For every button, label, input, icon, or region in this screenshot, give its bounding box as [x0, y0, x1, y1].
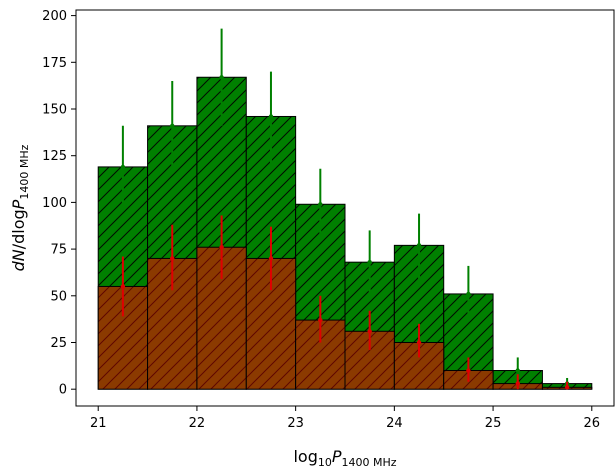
y-tick-label: 75	[50, 243, 67, 258]
y-axis-label-var-sub: 1400 MHz	[18, 144, 31, 199]
error-point-series-1-bin-7	[416, 243, 422, 248]
x-axis-label-log-base: 10	[318, 456, 332, 469]
error-point-series-1-bin-4	[268, 114, 274, 119]
y-axis-label-dn: dN	[9, 249, 28, 271]
error-point-series-1-bin-9	[515, 368, 520, 373]
error-point-series-2-bin-1	[120, 284, 126, 289]
error-point-series-2-bin-5	[318, 317, 323, 323]
axes-frame	[75, 9, 615, 407]
y-tick-label: 0	[59, 383, 67, 398]
error-point-series-2-bin-2	[170, 256, 175, 261]
x-axis-label-log: log	[293, 447, 317, 466]
error-point-series-1-bin-3	[219, 75, 224, 80]
x-axis-label-var-sub: 1400 MHz	[342, 456, 397, 469]
y-ticks: 0 25 50 75 100 125 150 175 200	[42, 9, 76, 398]
error-point-series-2-bin-3	[219, 245, 224, 250]
error-point-series-2-bin-9	[515, 381, 520, 386]
error-point-series-2-bin-8	[466, 368, 471, 373]
x-tick-label: 23	[287, 416, 304, 431]
y-tick-label: 25	[50, 336, 67, 351]
x-tick-label: 22	[189, 416, 206, 431]
error-point-series-2-bin-4	[268, 256, 274, 261]
error-point-series-1-bin-8	[466, 291, 471, 297]
x-axis-label: log10P1400 MHz	[293, 447, 396, 469]
y-tick-label: 100	[42, 196, 67, 211]
x-ticks: 21 22 23 24 25 26	[90, 406, 600, 431]
y-tick-label: 200	[42, 9, 67, 24]
error-bars	[120, 28, 570, 390]
x-tick-label: 26	[584, 416, 601, 431]
error-point-series-1-bin-5	[318, 202, 323, 207]
x-tick-label: 24	[386, 416, 403, 431]
y-tick-label: 125	[42, 149, 67, 164]
error-point-series-1-bin-6	[367, 259, 372, 265]
error-point-series-2-bin-10	[564, 385, 570, 390]
y-tick-label: 50	[50, 289, 67, 304]
y-axis-label-var: P	[9, 199, 28, 209]
x-tick-label: 25	[485, 416, 502, 431]
x-axis-label-var: P	[332, 447, 342, 466]
error-point-series-2-bin-7	[416, 340, 422, 345]
y-tick-label: 175	[42, 56, 67, 71]
x-tick-label: 21	[90, 416, 107, 431]
y-tick-label: 150	[42, 103, 67, 118]
plot-area	[97, 28, 593, 390]
y-axis-label-dlog: /dlog	[9, 209, 28, 249]
error-point-series-1-bin-2	[170, 123, 175, 129]
error-point-series-1-bin-1	[120, 164, 126, 170]
y-axis-label: dN/dlogP1400 MHz	[9, 144, 31, 271]
error-point-series-2-bin-6	[367, 329, 372, 334]
bars	[97, 76, 593, 390]
